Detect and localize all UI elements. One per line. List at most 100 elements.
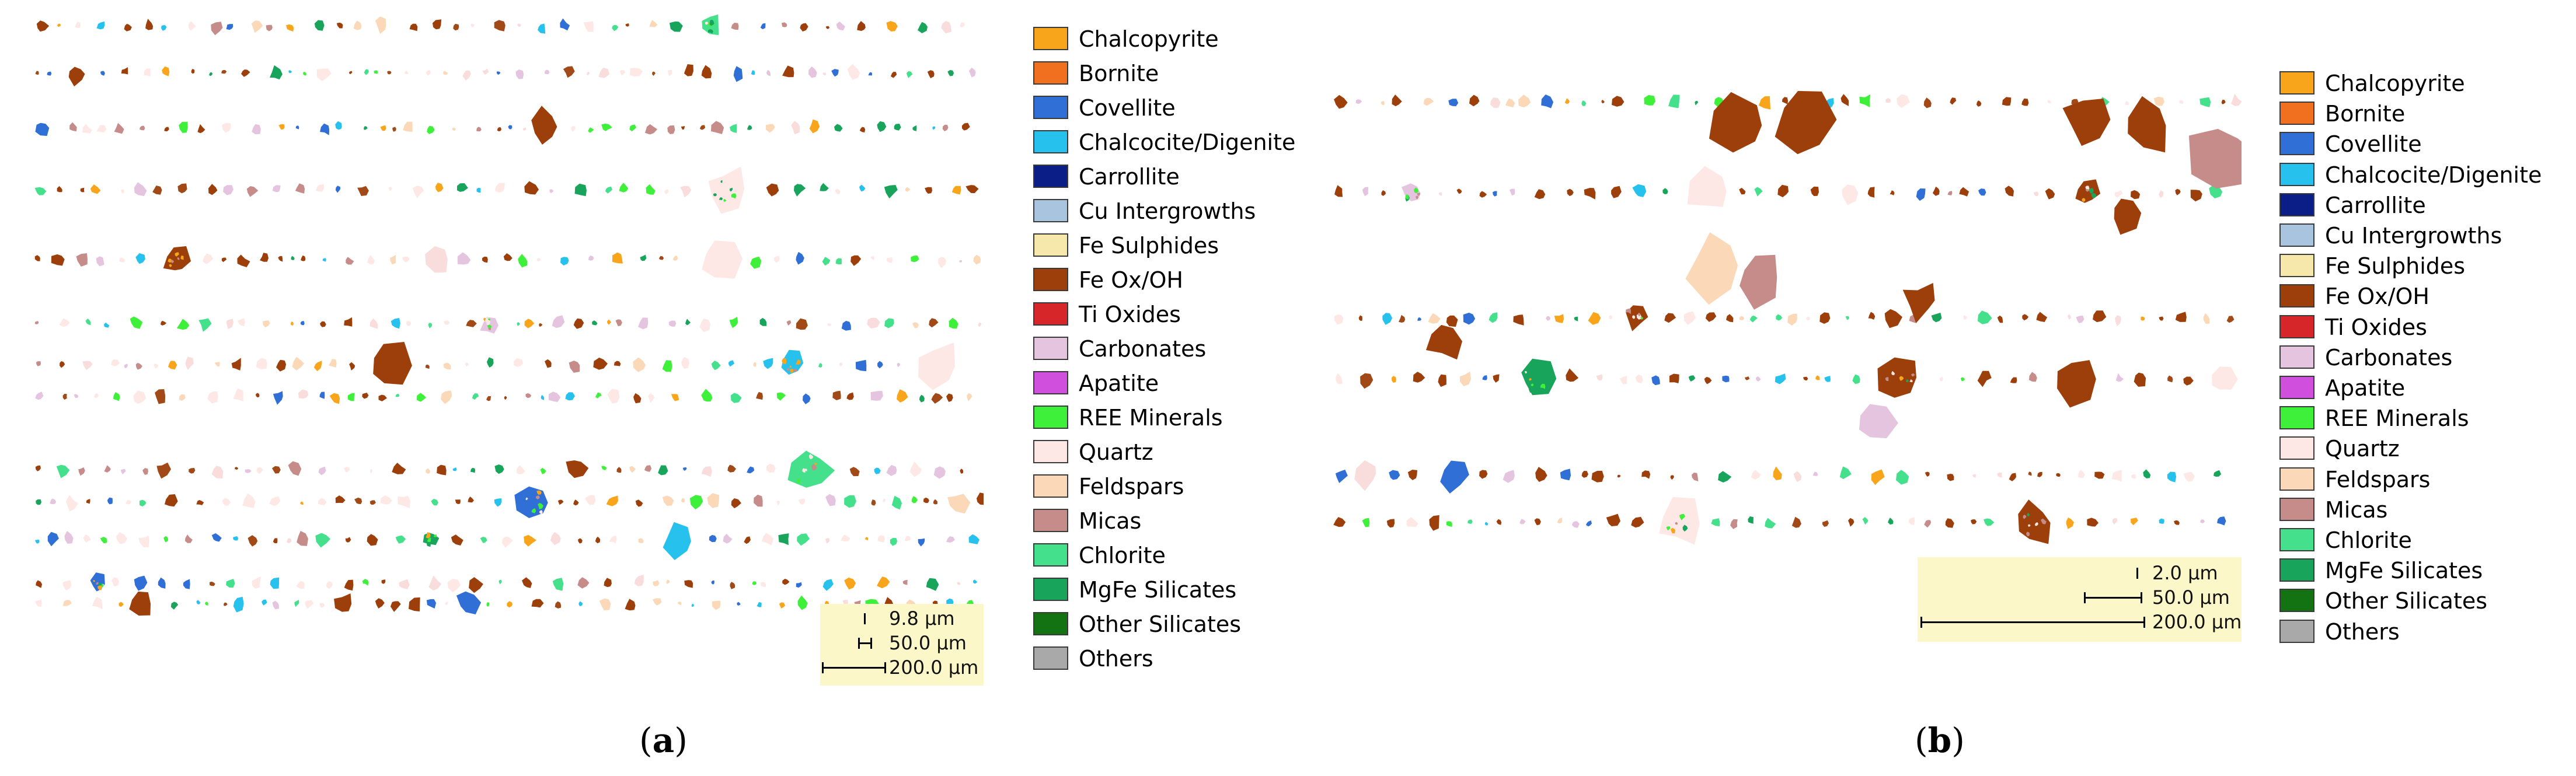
legend-swatch: [2279, 254, 2314, 278]
legend-swatch: [1033, 268, 1068, 291]
legend-swatch: [1033, 440, 1068, 463]
scale-label-large: 200.0 µm: [889, 656, 979, 679]
legend-label: Micas: [2325, 497, 2388, 523]
legend-label: Bornite: [1079, 61, 1159, 86]
legend-label: Fe Ox/OH: [2325, 284, 2429, 310]
panel-a-scale-box: 9.8 µm 50.0 µm 200.0 µm: [820, 604, 984, 686]
legend-swatch: [1033, 96, 1068, 119]
panel-a-particle-image: [34, 15, 984, 616]
scale-bar-small: [2136, 568, 2139, 579]
legend-label: Other Silicates: [1079, 611, 1242, 637]
legend-swatch: [1033, 165, 1068, 188]
scale-label-small: 9.8 µm: [889, 607, 955, 630]
panel-b-legend: Chalcopyrite Bornite Covellite Chalcocite/D…: [2279, 69, 2571, 652]
scale-label-medium: 50.0 µm: [889, 632, 967, 654]
legend-swatch: [1033, 406, 1068, 429]
panel-a-caption: (a): [639, 721, 688, 760]
panel-b-particle-map: [1331, 73, 2242, 557]
legend-label: Others: [2325, 618, 2400, 645]
legend-label: Ti Oxides: [2325, 314, 2427, 340]
legend-swatch: [1033, 578, 1068, 601]
legend-swatch: [1033, 509, 1068, 532]
legend-swatch: [2279, 528, 2314, 551]
legend-swatch: [1033, 199, 1068, 222]
legend-label: Chalcopyrite: [1079, 26, 1219, 52]
legend-label: Apatite: [1079, 370, 1159, 396]
scale-bar-medium: [858, 638, 872, 649]
legend-label: Apatite: [2325, 375, 2406, 401]
legend-label: Carbonates: [2325, 344, 2453, 370]
legend-swatch: [2279, 71, 2314, 95]
legend-swatch: [2279, 376, 2314, 399]
legend-label: Carrollite: [1079, 164, 1180, 190]
scale-bar-large: [822, 662, 886, 673]
legend-label: Fe Sulphides: [2325, 253, 2466, 279]
panel-b-particle-image: [1333, 90, 2242, 545]
legend-swatch: [2279, 406, 2314, 430]
scale-bar-small: [864, 613, 866, 624]
legend-swatch: [2279, 497, 2314, 521]
legend-swatch: [1033, 27, 1068, 50]
legend-label: Chalcopyrite: [2325, 71, 2465, 96]
legend-swatch: [2279, 162, 2314, 186]
legend-label: Chalcocite/Digenite: [1079, 130, 1296, 155]
legend-swatch: [1033, 130, 1068, 153]
scale-bar-large: [1920, 617, 2145, 628]
scale-label-small: 2.0 µm: [2152, 562, 2218, 584]
legend-swatch: [1033, 61, 1068, 85]
legend-swatch: [2279, 558, 2314, 582]
legend-label: Cu Intergrowths: [1079, 198, 1256, 224]
legend-swatch: [1033, 543, 1068, 567]
legend-label: Micas: [1079, 508, 1142, 534]
legend-label: Carbonates: [1079, 336, 1207, 362]
legend-swatch: [2279, 193, 2314, 216]
legend-label: MgFe Silicates: [2325, 558, 2483, 584]
legend-label: MgFe Silicates: [1079, 577, 1237, 603]
legend-swatch: [2279, 314, 2314, 338]
legend-label: Chlorite: [2325, 527, 2412, 553]
legend-label: Cu Intergrowths: [2325, 223, 2502, 249]
scale-label-large: 200.0 µm: [2152, 611, 2242, 633]
scale-label-medium: 50.0 µm: [2152, 586, 2230, 609]
legend-swatch: [2279, 223, 2314, 247]
legend-swatch: [1033, 233, 1068, 257]
panel-a-legend: Chalcopyrite Bornite Covellite Chalcocite/D…: [1033, 25, 1337, 684]
panel-a: 9.8 µm 50.0 µm 200.0 µm Chalcopyrite Born…: [32, 15, 1337, 760]
legend-label: Others: [1079, 646, 1153, 672]
legend-label: Fe Ox/OH: [1079, 267, 1183, 293]
legend-swatch: [2279, 436, 2314, 460]
legend-label: Quartz: [2325, 436, 2400, 462]
legend-label: REE Minerals: [1079, 405, 1223, 431]
legend-swatch: [1033, 474, 1068, 498]
scale-bar-medium: [2084, 592, 2142, 603]
legend-swatch: [2279, 345, 2314, 369]
legend-swatch: [2279, 619, 2314, 643]
panel-a-particle-map: [32, 15, 984, 627]
legend-label: Quartz: [1079, 439, 1153, 465]
legend-label: REE Minerals: [2325, 406, 2469, 432]
legend-label: Fe Sulphides: [1079, 233, 1219, 258]
legend-label: Covellite: [1079, 95, 1176, 121]
legend-swatch: [1033, 646, 1068, 670]
legend-label: Feldspars: [1079, 474, 1184, 499]
legend-swatch: [2279, 589, 2314, 613]
legend-label: Bornite: [2325, 101, 2406, 127]
legend-swatch: [1033, 337, 1068, 360]
panel-b-scale-box: 2.0 µm 50.0 µm 200.0 µm: [1918, 557, 2242, 642]
legend-swatch: [1033, 371, 1068, 394]
legend-label: Chalcocite/Digenite: [2325, 162, 2542, 188]
legend-swatch: [2279, 102, 2314, 125]
panel-b: 2.0 µm 50.0 µm 200.0 µm Chalcopyrite Born…: [1331, 0, 2576, 776]
legend-label: Chlorite: [1079, 543, 1166, 568]
legend-label: Other Silicates: [2325, 588, 2488, 614]
legend-swatch: [2279, 284, 2314, 308]
legend-label: Carrollite: [2325, 192, 2426, 218]
panel-b-caption: (b): [1915, 721, 1965, 760]
legend-label: Covellite: [2325, 131, 2422, 158]
legend-label: Feldspars: [2325, 466, 2431, 492]
legend-swatch: [1033, 302, 1068, 326]
legend-swatch: [1033, 612, 1068, 635]
legend-label: Ti Oxides: [1079, 302, 1181, 327]
legend-swatch: [2279, 132, 2314, 156]
legend-swatch: [2279, 467, 2314, 491]
